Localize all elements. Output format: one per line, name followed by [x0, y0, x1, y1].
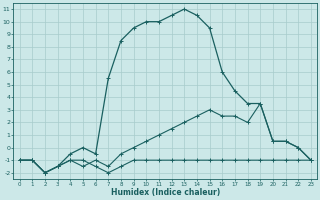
- X-axis label: Humidex (Indice chaleur): Humidex (Indice chaleur): [111, 188, 220, 197]
